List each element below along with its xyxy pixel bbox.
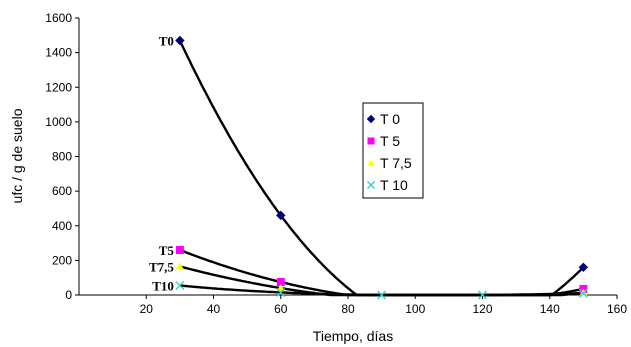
data-points	[175, 35, 589, 300]
data-point-s2-p2	[579, 288, 588, 296]
data-point-s1-p0	[175, 245, 184, 254]
x-tick-label: 80	[341, 302, 355, 316]
data-point-s2-p1	[276, 284, 285, 292]
legend-marker-3-stroke-b	[367, 181, 375, 189]
annotation-label: T0	[159, 34, 174, 49]
annotation-label: T10	[152, 278, 174, 293]
y-tick-label: 1600	[45, 11, 72, 25]
annotation-label: T7,5	[149, 259, 174, 274]
y-tick-label: 800	[52, 150, 72, 164]
data-point-s3-p0-stroke-b	[175, 281, 185, 290]
legend-label-2: T 7,5	[380, 155, 412, 171]
data-point-s1-p1	[276, 278, 285, 287]
data-point-s3-p3	[478, 290, 487, 300]
x-tick-label: 40	[207, 302, 221, 316]
x-tick-label: 20	[140, 302, 154, 316]
y-tick-label: 400	[52, 219, 72, 233]
data-point-s3-p2-stroke-b	[377, 290, 387, 300]
y-tick-label: 600	[52, 184, 72, 198]
x-tick-label: 140	[540, 302, 560, 316]
y-tick-label: 1000	[45, 115, 72, 129]
trend-line-1	[179, 248, 584, 297]
legend-marker-0	[366, 114, 376, 124]
y-tick-label: 200	[52, 253, 72, 267]
x-tick-label: 60	[274, 302, 288, 316]
data-point-s2-p0	[175, 262, 184, 270]
legend-label-1: T 5	[380, 133, 400, 149]
data-point-s3-p4	[578, 288, 588, 298]
x-tick-label: 160	[607, 302, 627, 316]
annotation-label: T5	[159, 243, 175, 258]
legend-marker-1	[367, 137, 375, 145]
data-point-s0-p0	[175, 35, 185, 46]
legend: T 0 T 5 T 7,5 T 10	[362, 102, 424, 199]
legend-marker-3	[367, 181, 375, 189]
data-point-s3-p4-stroke-b	[578, 288, 588, 298]
data-point-s3-p2	[377, 290, 387, 300]
trend-line-3	[179, 284, 584, 297]
data-point-s0-p1	[276, 210, 286, 221]
y-axis-title: ufc / g de suelo	[9, 108, 25, 203]
legend-label-0: T 0	[380, 111, 400, 127]
data-point-s0-p2	[578, 262, 589, 273]
y-tick-label: 1200	[45, 80, 72, 94]
data-point-s3-p0	[175, 281, 185, 290]
x-tick-label: 100	[405, 302, 425, 316]
x-axis-title: Tiempo, días	[313, 328, 393, 344]
data-point-s3-p3-stroke-b	[478, 290, 487, 300]
legend-label-3: T 10	[380, 177, 408, 193]
y-tick-label: 0	[65, 288, 72, 302]
data-point-s3-p1	[276, 287, 286, 297]
legend-marker-2	[367, 159, 375, 166]
data-point-s3-p1-stroke-b	[276, 287, 286, 297]
axes: 0 200 400 600 800 1000 1200 1400 1600 20 40 60 80 100…	[45, 11, 627, 316]
y-tick-label: 1400	[45, 46, 72, 60]
x-tick-label: 120	[472, 302, 492, 316]
